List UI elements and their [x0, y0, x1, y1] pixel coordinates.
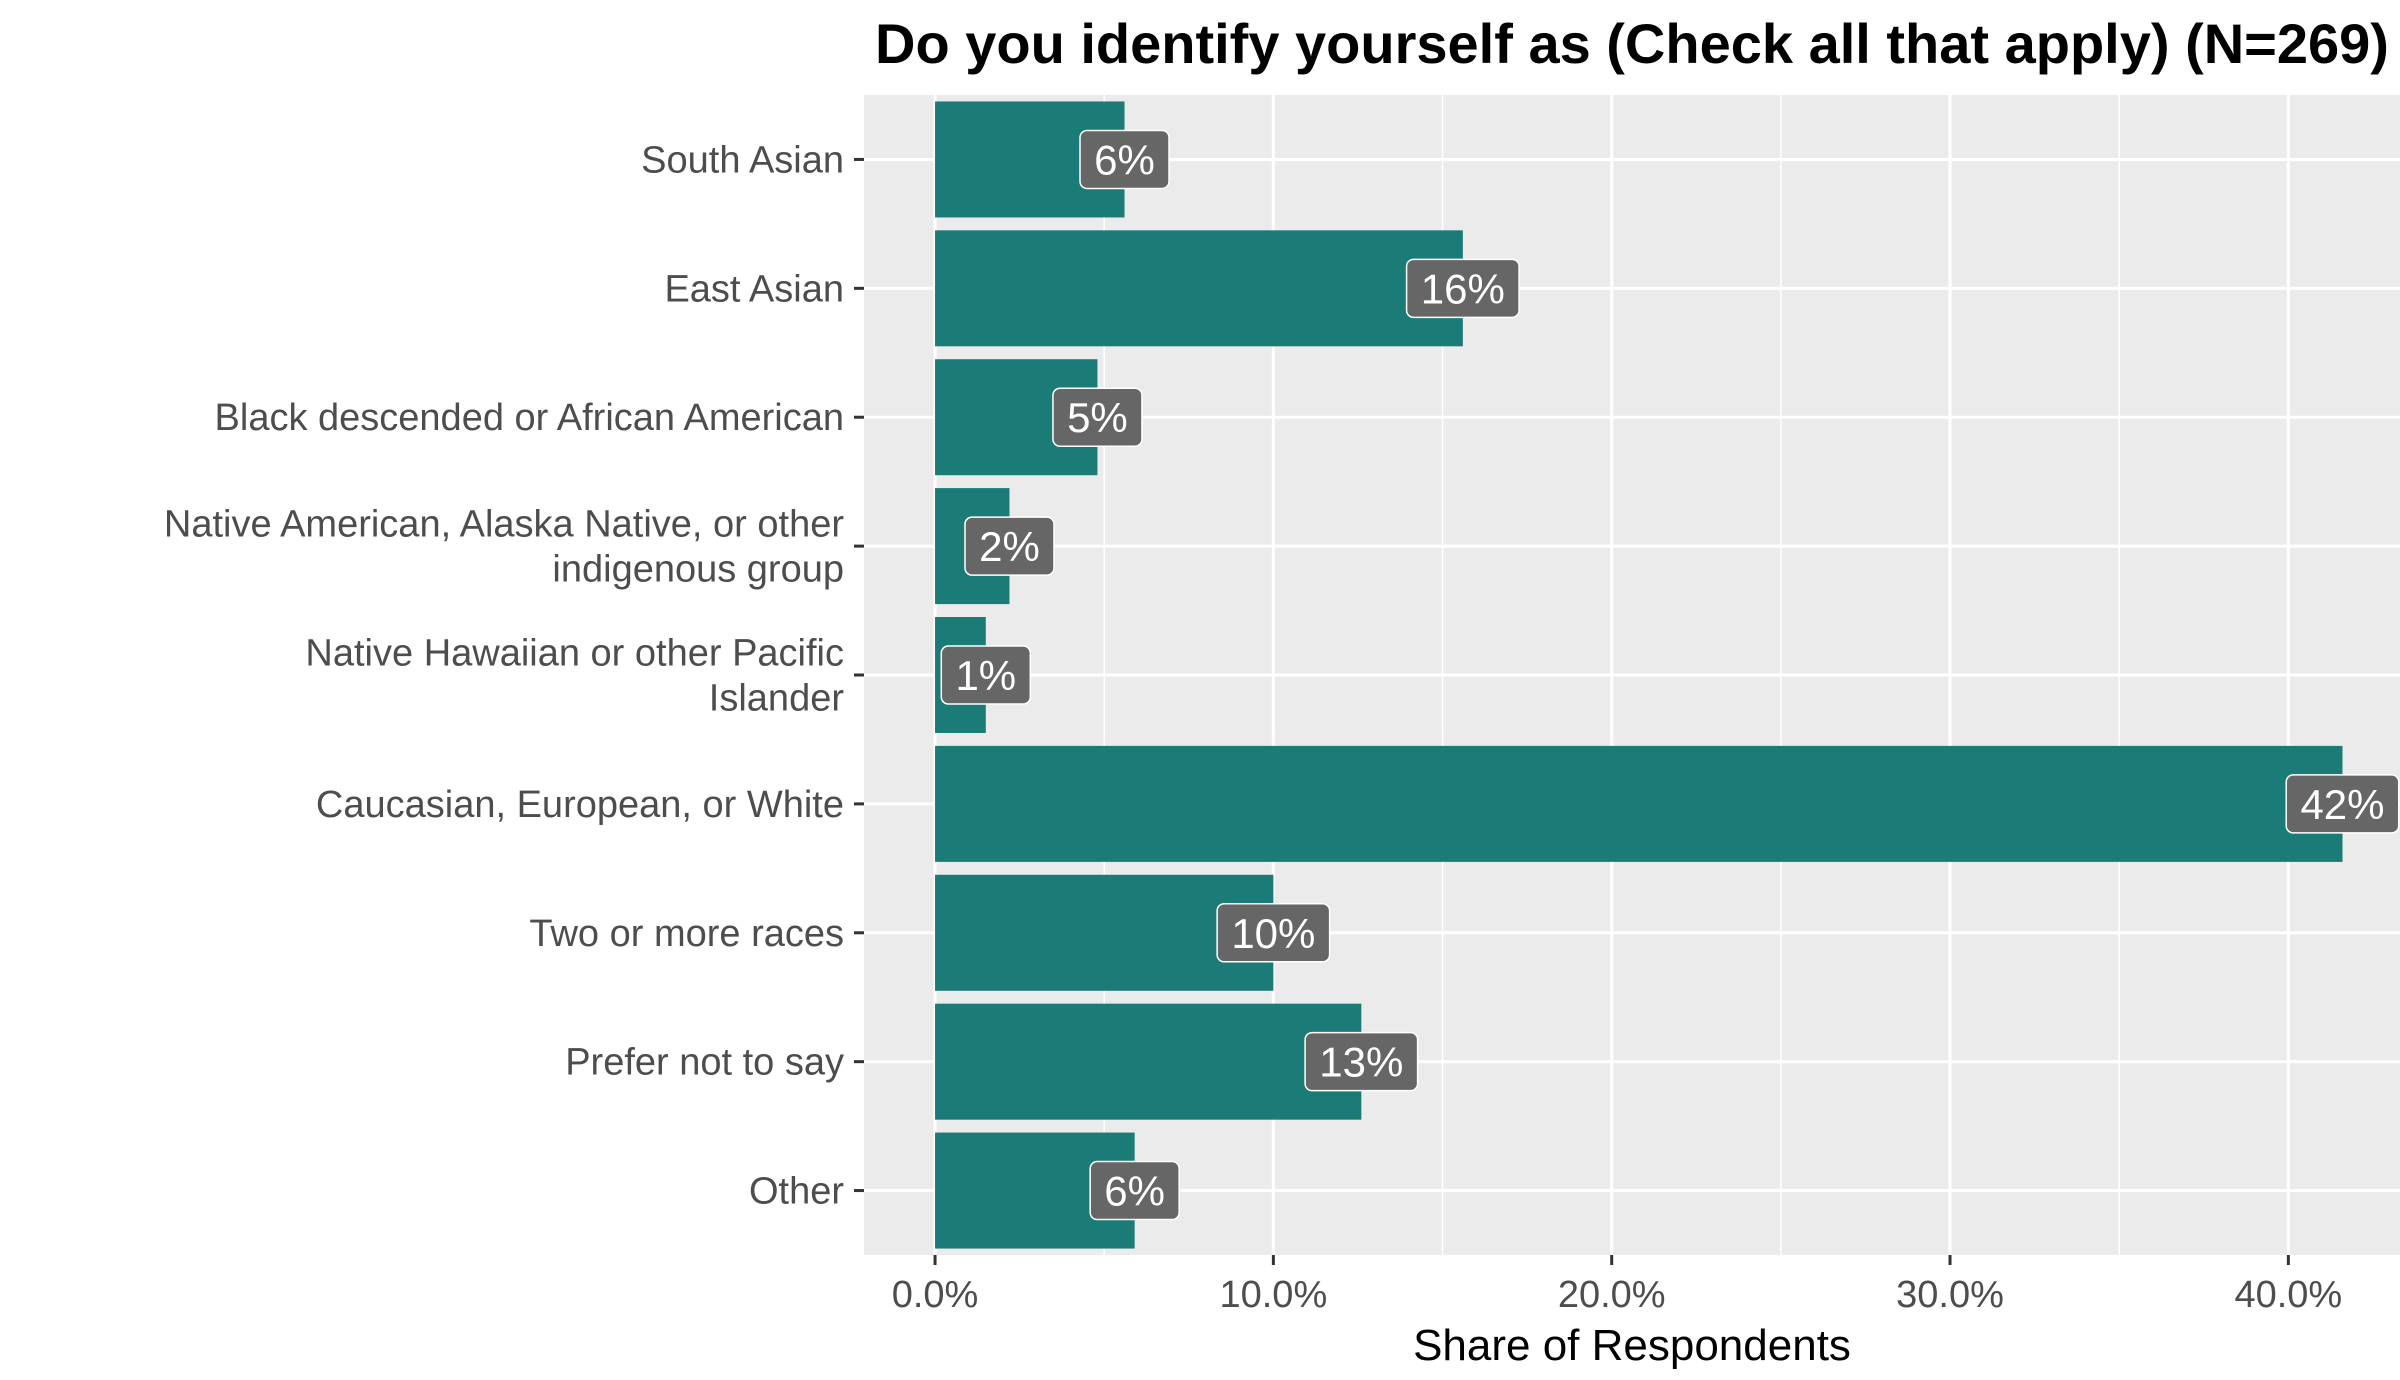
- data-label: 1%: [955, 652, 1016, 699]
- data-labels: 6% 16% 5% 2% 1% 42% 10% 13% 6%: [940, 129, 2400, 1221]
- data-label-box: [940, 645, 1032, 705]
- bars: [935, 101, 2343, 1249]
- y-tick-label: Other: [749, 1171, 844, 1213]
- data-label-box: [1079, 129, 1170, 190]
- x-axis: 0.0% 10.0% 20.0% 30.0% 40.0%: [892, 1255, 2342, 1316]
- y-tick-label: Black descended or African American: [215, 397, 844, 439]
- data-label-box: [1304, 1031, 1419, 1092]
- data-label-box: [1405, 258, 1520, 319]
- x-tick-label: 10.0%: [1219, 1274, 1327, 1316]
- data-label-box: [1089, 1160, 1180, 1221]
- data-label-box: [2285, 774, 2400, 834]
- x-tick-label: 20.0%: [1558, 1274, 1666, 1316]
- x-axis-title: Share of Respondents: [1413, 1321, 1851, 1370]
- y-tick-label: Caucasian, European, or White: [316, 784, 844, 826]
- y-tick-label: East Asian: [664, 268, 844, 310]
- data-label: 5%: [1067, 394, 1128, 441]
- data-label: 6%: [1104, 1168, 1165, 1215]
- y-tick-label: South Asian: [641, 139, 844, 181]
- data-label: 2%: [979, 523, 1040, 570]
- bar: [935, 745, 2343, 862]
- data-label: 13%: [1319, 1039, 1403, 1086]
- data-label: 42%: [2300, 781, 2384, 828]
- y-axis: South Asian East Asian Black descended or …: [164, 139, 864, 1213]
- data-label: 6%: [1094, 136, 1155, 183]
- x-tick-label: 40.0%: [2234, 1274, 2342, 1316]
- chart-title: Do you identify yourself as (Check all t…: [875, 12, 2389, 75]
- y-tick-label: Two or more races: [529, 913, 844, 955]
- y-tick-label: Native Hawaiian or other Pacific Islander: [305, 633, 844, 720]
- bar: [935, 230, 1463, 347]
- bar: [935, 1003, 1362, 1120]
- y-tick-label: Prefer not to say: [565, 1042, 844, 1084]
- data-label-box: [964, 516, 1055, 576]
- data-label-box: [1052, 387, 1143, 447]
- x-tick-label: 30.0%: [1896, 1274, 2004, 1316]
- data-label: 10%: [1231, 910, 1315, 957]
- data-label-box: [1216, 903, 1331, 963]
- data-label: 16%: [1421, 265, 1505, 312]
- y-tick-label: Native American, Alaska Native, or other…: [164, 504, 844, 591]
- x-tick-label: 0.0%: [892, 1274, 979, 1316]
